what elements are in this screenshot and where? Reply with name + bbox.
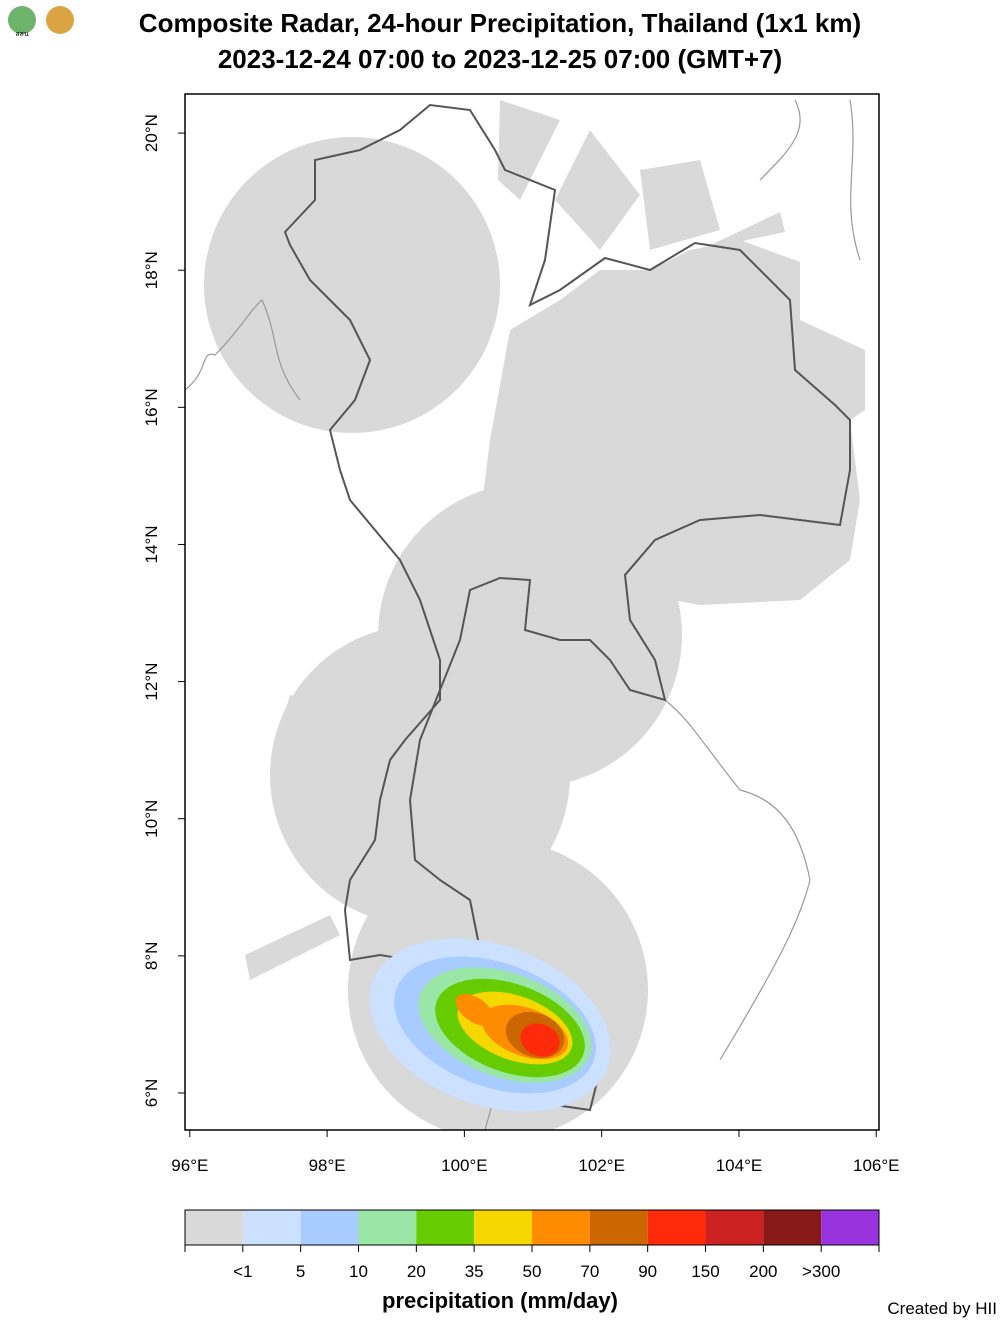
colorbar-label: 70 [580,1262,599,1281]
colorbar-cell [474,1210,532,1245]
colorbar-label: 35 [465,1262,484,1281]
colorbar-label: 10 [349,1262,368,1281]
colorbar-label: 200 [749,1262,777,1281]
rain-area [520,1023,560,1057]
colorbar-label: 20 [407,1262,426,1281]
colorbar-cell [300,1210,359,1245]
x-tick-label: 104°E [716,1156,763,1175]
colorbar-cell [242,1210,301,1245]
colorbar-label: <1 [233,1262,252,1281]
x-tick-label: 98°E [309,1156,346,1175]
colorbar-cell [532,1210,590,1245]
logo-text: สสน [15,31,29,38]
subtitle: 2023-12-24 07:00 to 2023-12-25 07:00 (GM… [218,44,782,74]
colorbar-label: 90 [638,1262,657,1281]
y-tick-label: 12°N [142,663,161,701]
rain-field [369,938,611,1112]
title: Composite Radar, 24-hour Precipitation, … [139,8,861,38]
thailand-border [283,103,851,1112]
credit: Created by HII [887,1299,997,1318]
colorbar-cell [358,1210,417,1245]
colorbar-title: precipitation (mm/day) [382,1288,618,1313]
y-tick-label: 20°N [142,114,161,152]
colorbar-label: 150 [691,1262,719,1281]
colorbar-label: 5 [296,1262,305,1281]
colorbar-cell [763,1210,822,1245]
x-tick-label: 100°E [441,1156,488,1175]
map-frame [184,93,880,1131]
colorbar-label: >300 [802,1262,840,1281]
map [185,99,865,1130]
x-tick-label: 102°E [578,1156,625,1175]
colorbar-cell [589,1210,648,1245]
y-tick-label: 14°N [142,525,161,563]
colorbar-cell [821,1210,879,1245]
colorbar-cell [647,1210,706,1245]
x-tick-label: 96°E [171,1156,208,1175]
logo [46,6,74,34]
colorbar-label: 50 [523,1262,542,1281]
axes: 96°E 98°E 100°E 102°E 104°E 106°E 6°N 8°N 10°N 12… [142,114,900,1175]
colorbar-cell [705,1210,764,1245]
x-tick-label: 106°E [853,1156,900,1175]
logo [8,6,36,34]
y-tick-label: 16°N [142,388,161,426]
y-tick-label: 6°N [142,1079,161,1108]
colorbar-cell [185,1210,243,1245]
y-tick-label: 18°N [142,251,161,289]
colorbar-cell [416,1210,475,1245]
y-tick-label: 10°N [142,800,161,838]
rain-area [455,994,495,1026]
y-tick-label: 8°N [142,942,161,971]
colorbar: <1 5 10 20 35 50 70 90 150 200 >300 [184,1209,880,1281]
